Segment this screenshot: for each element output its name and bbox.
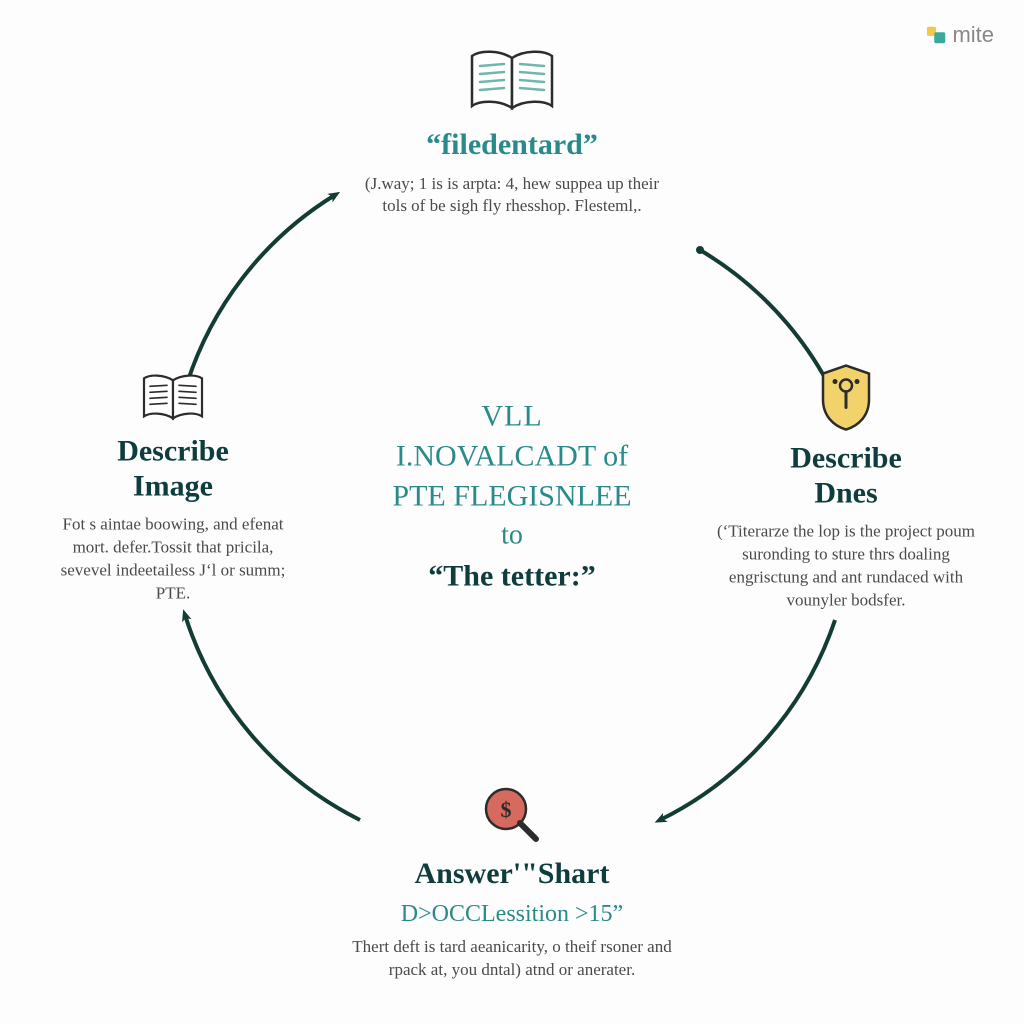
node-bottom-body: Thert deft is tard aeanicarity, o theif … [332, 936, 692, 982]
book-small-icon [48, 372, 298, 426]
center-line-2b: PTE FLEGISNLEE [332, 479, 692, 513]
node-bottom-subtitle: D>OCCLessition >15” [332, 901, 692, 928]
node-right-title: DescribeDnes [716, 442, 976, 511]
node-right-body: (‘Titerarze the lop is the project poum … [716, 521, 976, 613]
logo-mark-icon [926, 24, 948, 46]
book-open-icon [362, 48, 662, 120]
center-line-2: I.NOVALCADT of [332, 439, 692, 473]
magnifier-dollar-icon: $ [332, 781, 692, 849]
brand-logo: mite [926, 22, 994, 48]
node-left: DescribeImage Fot s aintae boowing, and … [48, 372, 298, 605]
node-top-body: (J.way; 1 is is arpta: 4, hew suppea up … [362, 173, 662, 219]
center-line-4: “The tetter:” [332, 559, 692, 593]
center-line-1: VLL [332, 399, 692, 433]
node-left-body: Fot s aintae boowing, and efenat mort. d… [48, 513, 298, 605]
infographic-canvas: mite VLL I.NOVALCADT of PTE FLEGISNLEE t… [0, 0, 1024, 1024]
node-top: “filedentard” (J.way; 1 is is arpta: 4, … [362, 48, 662, 218]
node-top-title: “filedentard” [362, 128, 662, 163]
center-line-3: to [332, 519, 692, 551]
node-bottom-title: Answer'"Shart [332, 857, 692, 892]
node-right: DescribeDnes (‘Titerarze the lop is the … [716, 362, 976, 613]
shield-icon [716, 362, 976, 434]
node-bottom: $ Answer'"Shart D>OCCLessition >15” Ther… [332, 781, 692, 982]
svg-text:$: $ [501, 797, 512, 822]
node-left-title: DescribeImage [48, 434, 298, 503]
brand-name: mite [952, 22, 994, 48]
center-caption: VLL I.NOVALCADT of PTE FLEGISNLEE to “Th… [332, 399, 692, 593]
